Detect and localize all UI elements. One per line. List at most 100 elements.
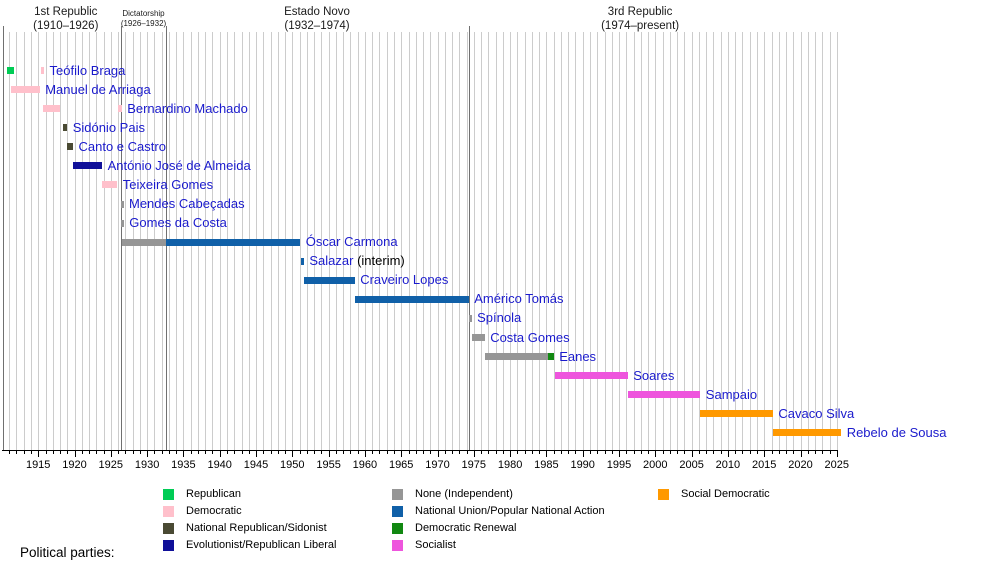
president-term-bar bbox=[7, 67, 14, 74]
legend-swatch-national_union bbox=[392, 505, 403, 517]
legend-swatch-socialist bbox=[392, 540, 403, 552]
year-grid-line bbox=[459, 32, 461, 450]
x-axis-minor-tick bbox=[16, 450, 18, 454]
president-name[interactable]: Bernardino Machado bbox=[127, 100, 248, 116]
x-axis-minor-tick bbox=[190, 450, 192, 454]
president-name[interactable]: Craveiro Lopes bbox=[360, 272, 449, 288]
year-grid-line bbox=[401, 32, 403, 450]
legend-swatch-national_republican_sidonist bbox=[163, 522, 174, 534]
president-name-link: Gomes da Costa bbox=[129, 215, 227, 231]
president-name[interactable]: Soares bbox=[633, 367, 675, 383]
year-grid-line bbox=[52, 32, 54, 450]
x-axis-minor-tick bbox=[154, 450, 156, 454]
x-axis-minor-tick bbox=[524, 450, 526, 454]
year-grid-line bbox=[706, 32, 708, 450]
president-name-link: Spínola bbox=[477, 310, 521, 326]
president-name[interactable]: Manuel de Arriaga bbox=[45, 81, 151, 97]
year-grid-line bbox=[633, 32, 635, 450]
year-grid-line bbox=[328, 32, 330, 450]
x-axis-major-tick bbox=[582, 450, 584, 457]
year-grid-line bbox=[822, 32, 824, 450]
president-name[interactable]: Costa Gomes bbox=[490, 329, 570, 345]
period-name: 1st Republic bbox=[34, 6, 98, 18]
x-axis-minor-tick bbox=[481, 450, 483, 454]
x-axis-major-tick bbox=[38, 450, 40, 457]
x-axis-minor-tick bbox=[350, 450, 352, 454]
president-term-bar bbox=[303, 276, 355, 284]
president-name[interactable]: Cavaco Silva bbox=[778, 405, 855, 421]
x-axis-major-tick bbox=[219, 450, 221, 457]
year-grid-line bbox=[793, 32, 795, 450]
year-grid-line bbox=[524, 32, 526, 450]
president-name[interactable]: Eanes bbox=[559, 348, 597, 364]
x-axis-minor-tick bbox=[197, 450, 199, 454]
x-axis-minor-tick bbox=[299, 450, 301, 454]
president-term-bar bbox=[40, 67, 44, 74]
president-name[interactable]: Américo Tomás bbox=[474, 291, 564, 307]
president-name[interactable]: Teófilo Braga bbox=[49, 62, 126, 78]
president-name[interactable]: Canto e Castro bbox=[78, 138, 166, 154]
year-grid-line bbox=[89, 32, 90, 450]
president-name-link: Óscar Carmona bbox=[306, 234, 398, 250]
x-axis-minor-tick bbox=[568, 450, 570, 454]
president-term-bar bbox=[121, 219, 124, 227]
x-axis-tick-label: 1975 bbox=[461, 459, 487, 471]
president-term-bar bbox=[102, 181, 118, 189]
legend-label: None (Independent) bbox=[415, 487, 513, 500]
x-axis-major-tick bbox=[364, 450, 366, 457]
x-axis-minor-tick bbox=[285, 450, 286, 454]
x-axis-minor-tick bbox=[423, 450, 424, 454]
period-years: (1974–present) bbox=[601, 19, 680, 32]
president-name[interactable]: Gomes da Costa bbox=[129, 215, 227, 231]
x-axis-minor-tick bbox=[611, 450, 613, 454]
year-grid-line bbox=[568, 32, 570, 450]
year-grid-line bbox=[815, 32, 816, 450]
president-name[interactable]: Óscar Carmona bbox=[305, 234, 398, 250]
legend-title: Political parties: bbox=[20, 545, 115, 560]
x-axis-minor-tick bbox=[778, 450, 780, 454]
legend-swatch-evolutionist_republican_liberal bbox=[163, 540, 174, 552]
x-axis-major-tick bbox=[510, 450, 512, 457]
president-term-bar bbox=[555, 372, 628, 380]
president-name-link: Craveiro Lopes bbox=[360, 272, 448, 288]
x-axis-minor-tick bbox=[81, 450, 83, 454]
president-name[interactable]: Mendes Cabeçadas bbox=[129, 196, 245, 211]
x-axis-minor-tick bbox=[749, 450, 751, 454]
x-axis-minor-tick bbox=[386, 450, 388, 454]
x-axis-minor-tick bbox=[227, 450, 228, 454]
president-term-bar bbox=[772, 429, 842, 437]
president-name[interactable]: Rebelo de Sousa bbox=[846, 424, 947, 440]
president-name[interactable]: Sidónio Pais bbox=[72, 119, 145, 135]
president-name[interactable]: Spínola bbox=[477, 310, 522, 326]
x-axis-minor-tick bbox=[720, 450, 722, 454]
x-axis-minor-tick bbox=[248, 450, 250, 454]
year-grid-line bbox=[16, 32, 18, 450]
year-grid-line bbox=[604, 32, 606, 450]
x-axis-line bbox=[2, 450, 838, 451]
x-axis-minor-tick bbox=[807, 450, 809, 454]
x-axis-minor-tick bbox=[205, 450, 207, 454]
president-name[interactable]: Sampaio bbox=[705, 386, 758, 402]
year-grid-line bbox=[655, 32, 657, 450]
president-name[interactable]: António José de Almeida bbox=[107, 157, 251, 173]
president-name-link: Cavaco Silva bbox=[778, 406, 854, 422]
legend-swatch-democratic_renewal bbox=[392, 522, 403, 534]
president-name[interactable]: Teixeira Gomes bbox=[122, 176, 214, 192]
x-axis-minor-tick bbox=[60, 450, 61, 454]
year-grid-line bbox=[481, 32, 483, 450]
president-name[interactable]: Salazar bbox=[309, 253, 354, 269]
president-name-link: Sampaio bbox=[706, 387, 757, 403]
president-term-bar bbox=[67, 143, 73, 151]
year-grid-line bbox=[517, 32, 519, 450]
x-axis-major-tick bbox=[691, 450, 693, 457]
president-term-bar bbox=[354, 295, 469, 303]
x-axis-minor-tick bbox=[669, 450, 671, 454]
legend-label: Republican bbox=[186, 487, 242, 500]
x-axis-minor-tick bbox=[597, 450, 599, 454]
year-grid-line bbox=[9, 32, 11, 450]
year-grid-line bbox=[110, 32, 112, 450]
year-grid-line bbox=[335, 32, 337, 450]
x-axis-minor-tick bbox=[118, 450, 120, 454]
president-term-bar bbox=[166, 238, 301, 246]
x-axis-tick-label: 1940 bbox=[207, 459, 232, 471]
